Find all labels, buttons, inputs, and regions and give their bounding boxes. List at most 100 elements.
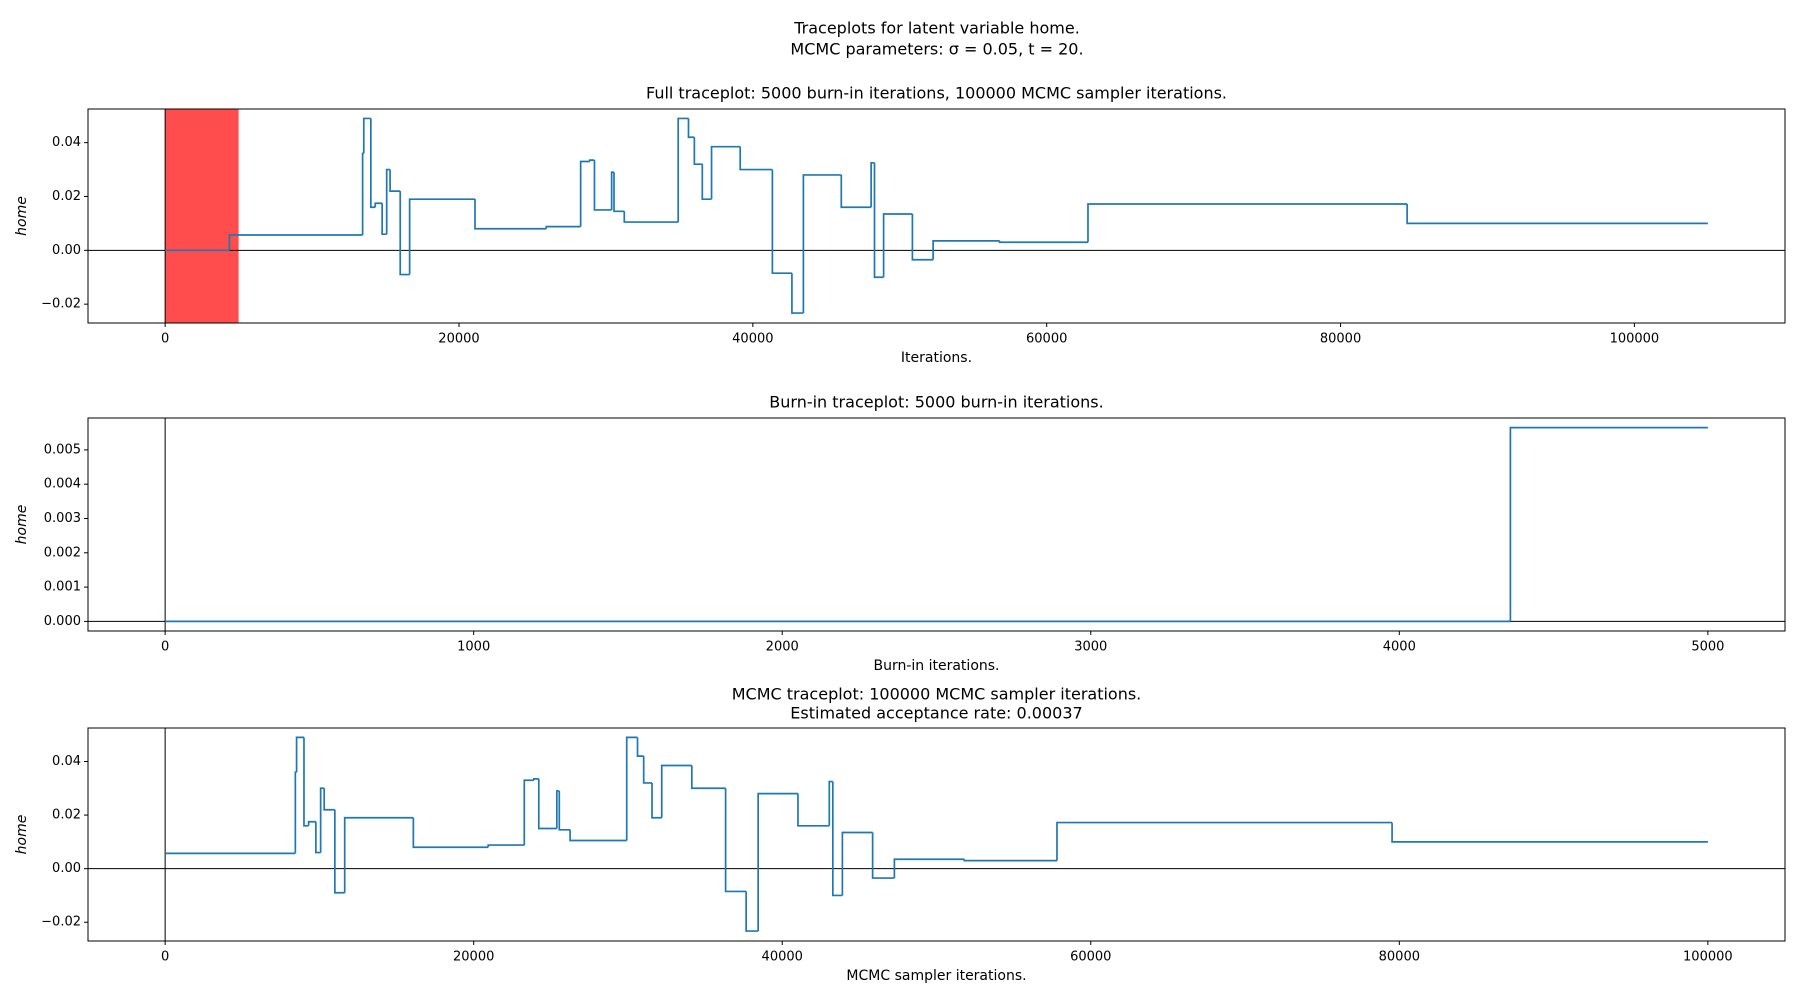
x-tick-label: 1000	[457, 640, 490, 655]
x-tick-label: 20000	[453, 950, 494, 965]
trace-step	[893, 858, 965, 879]
trace-step	[613, 172, 625, 213]
burn-in-span	[165, 109, 239, 323]
x-tick-label: 100000	[1610, 332, 1660, 347]
y-tick-label: 0.00	[52, 861, 81, 876]
trace-step	[537, 778, 557, 830]
x-tick-label: 20000	[438, 332, 479, 347]
trace-step	[757, 792, 798, 932]
trace-step	[555, 790, 560, 829]
x-tick-label: 0	[161, 332, 169, 347]
trace-step	[523, 779, 534, 846]
trace-step	[374, 202, 383, 208]
trace-step	[724, 788, 747, 893]
y-tick-label: −0.02	[41, 915, 81, 930]
trace-step	[841, 831, 873, 896]
x-tick-label: 5000	[1691, 640, 1724, 655]
trace-step	[660, 764, 692, 818]
trace-step	[487, 844, 525, 848]
trace-step	[545, 225, 581, 229]
y-tick-label: −0.02	[41, 297, 81, 312]
trace-step	[840, 174, 872, 209]
trace-step	[831, 781, 843, 897]
trace-step	[690, 765, 726, 790]
y-tick-label: 0.004	[44, 477, 81, 492]
y-tick-label: 0.001	[44, 580, 81, 595]
trace-step	[1406, 204, 1708, 225]
trace-step	[1509, 426, 1708, 622]
trace-step	[333, 809, 345, 894]
x-axis-label: Iterations.	[901, 350, 972, 366]
trace-step	[369, 118, 376, 209]
x-tick-label: 0	[161, 950, 169, 965]
x-axis-label: MCMC sampler iterations.	[846, 968, 1026, 984]
trace-step	[739, 146, 773, 171]
trace-step	[797, 793, 830, 827]
axes-frame	[87, 727, 1786, 942]
trace-step	[579, 160, 590, 227]
trace	[165, 736, 1708, 932]
trace-step	[642, 756, 653, 784]
trace-step	[623, 211, 679, 223]
trace-step	[871, 832, 895, 879]
trace-step	[319, 787, 325, 853]
y-tick-label: 0.00	[52, 243, 81, 258]
trace	[165, 426, 1708, 623]
chart-title: Full traceplot: 5000 burn-in iterations,…	[646, 84, 1227, 103]
x-tick-label: 60000	[1070, 950, 1111, 965]
trace-step	[381, 203, 387, 236]
trace-step	[963, 859, 1057, 862]
y-axis-label: home	[14, 505, 30, 545]
trace-step	[295, 736, 304, 773]
chart-title: Estimated acceptance rate: 0.00037	[790, 704, 1082, 723]
chart-title: Burn-in traceplot: 5000 burn-in iteratio…	[769, 393, 1103, 412]
chart-title: MCMC traceplot: 100000 MCMC sampler iter…	[732, 685, 1142, 704]
y-tick-label: 0.04	[52, 135, 81, 150]
trace-step	[294, 771, 297, 854]
trace-step	[408, 198, 476, 275]
trace-step	[362, 117, 371, 154]
x-tick-label: 100000	[1683, 950, 1733, 965]
y-tick-label: 0.04	[52, 754, 81, 769]
x-axis-label: Burn-in iterations.	[873, 658, 999, 674]
trace-step	[1087, 203, 1408, 243]
trace-step	[882, 213, 913, 278]
trace-step	[677, 117, 689, 223]
trace-step	[303, 737, 309, 827]
x-tick-label: 40000	[732, 332, 773, 347]
trace-step	[1056, 821, 1393, 861]
y-axis-label: home	[14, 196, 30, 236]
trace-step	[701, 164, 712, 201]
trace-step	[687, 118, 695, 139]
x-tick-label: 80000	[1379, 950, 1420, 965]
y-tick-label: 0.02	[52, 808, 81, 823]
trace-step	[625, 736, 638, 841]
trace-step	[636, 737, 644, 757]
trace-step	[1391, 822, 1708, 843]
y-tick-label: 0.000	[44, 614, 81, 629]
trace-step	[828, 780, 833, 826]
trace-step	[532, 778, 539, 781]
trace-step	[693, 137, 703, 166]
x-tick-label: 60000	[1026, 332, 1067, 347]
trace-step	[870, 161, 875, 208]
trace-step	[802, 174, 842, 314]
trace-step	[651, 782, 662, 819]
trace-step	[474, 199, 547, 230]
y-tick-label: 0.005	[44, 442, 81, 457]
trace-step	[389, 169, 401, 192]
trace-step	[593, 160, 612, 211]
trace-step	[932, 240, 1000, 260]
trace-step	[588, 159, 595, 162]
trace-step	[791, 273, 804, 314]
trace-step	[771, 169, 792, 275]
trace-step	[399, 191, 410, 276]
y-tick-label: 0.002	[44, 545, 81, 560]
trace-step	[307, 820, 316, 826]
axes-frame	[87, 417, 1786, 632]
axes-frame	[87, 108, 1786, 324]
x-tick-label: 4000	[1383, 640, 1416, 655]
y-tick-label: 0.02	[52, 189, 81, 204]
